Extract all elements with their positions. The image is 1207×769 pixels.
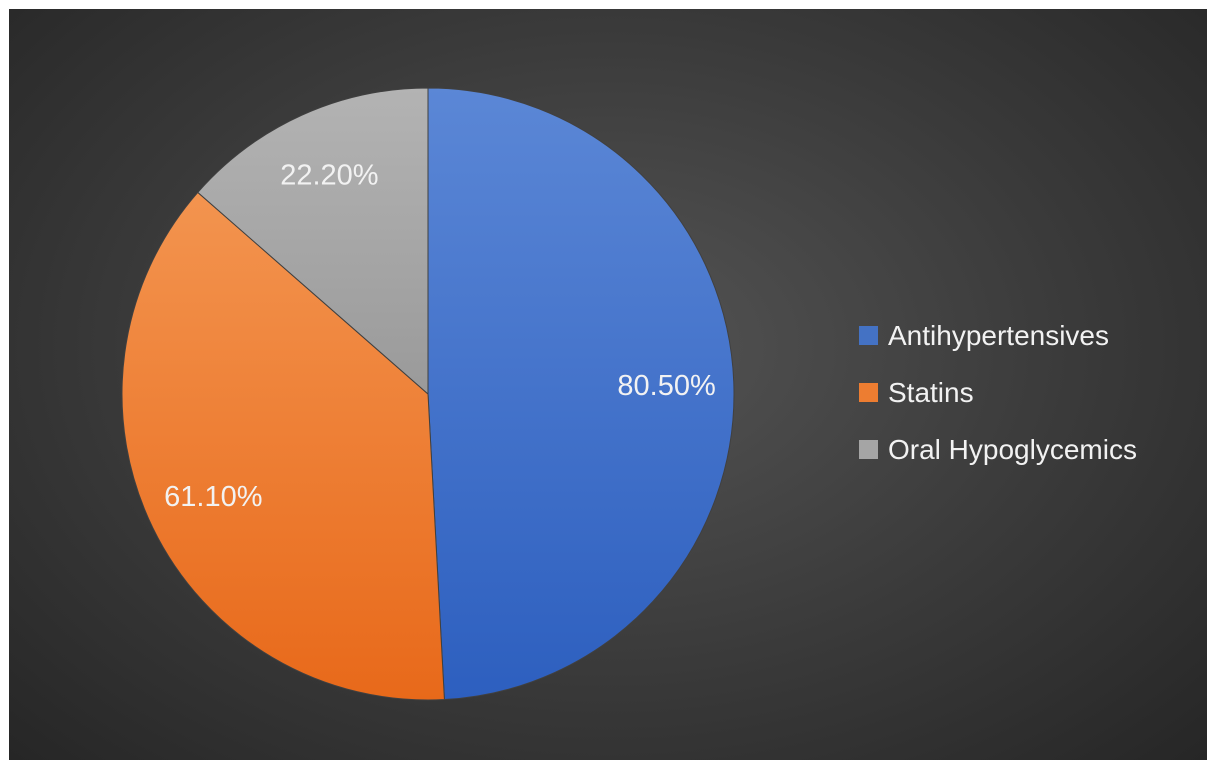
data-label-antihypertensives: 80.50% (617, 370, 715, 402)
legend-label-antihypertensives: Antihypertensives (888, 319, 1110, 351)
legend-swatch-antihypertensives (859, 326, 878, 345)
legend-label-statins: Statins (888, 376, 974, 408)
legend: Antihypertensives Statins Oral Hypoglyce… (859, 307, 1137, 478)
data-label-statins: 61.10% (164, 481, 262, 513)
chart-area: 80.50% 61.10% 22.20% Antihypertensives Sta… (9, 9, 1207, 760)
legend-label-oral-hypoglycemics: Oral Hypoglycemics (888, 433, 1137, 465)
pie-slice-antihypertensives (427, 87, 735, 701)
legend-swatch-statins (859, 383, 878, 402)
pie-slice-oral-hypoglycemics (197, 87, 429, 396)
pie-slice-statins (121, 191, 445, 701)
legend-item-oral-hypoglycemics: Oral Hypoglycemics (859, 421, 1137, 478)
legend-item-statins: Statins (859, 364, 1137, 421)
legend-swatch-oral-hypoglycemics (859, 440, 878, 459)
data-label-oral-hypoglycemics: 22.20% (280, 159, 378, 191)
legend-item-antihypertensives: Antihypertensives (859, 307, 1137, 364)
pie-chart: 80.50% 61.10% 22.20% (121, 87, 735, 701)
